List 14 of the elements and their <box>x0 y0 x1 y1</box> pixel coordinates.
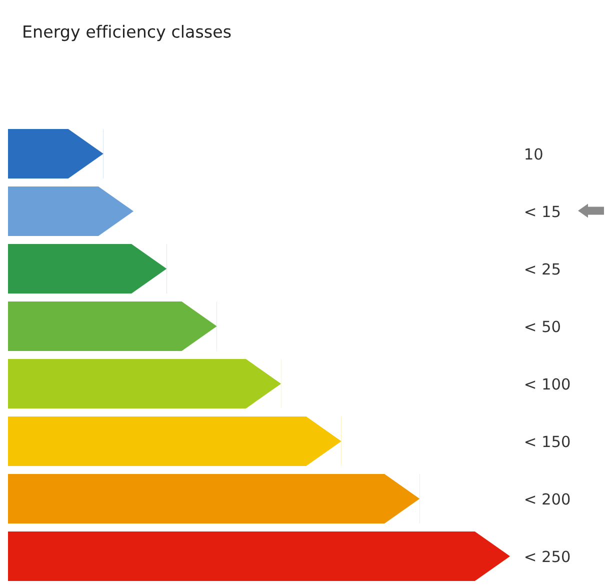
y-tick-label: < 200 <box>526 493 570 505</box>
y-tick-label: < 100 <box>526 378 570 390</box>
bar <box>8 359 282 408</box>
y-tick-label: < 15 <box>526 206 560 218</box>
bar <box>8 302 217 351</box>
chart-title: Energy efficiency classes <box>24 24 231 42</box>
y-tick-label: < 25 <box>526 263 560 275</box>
y-tick-label: < 150 <box>526 436 570 448</box>
y-tick-label: 10 <box>526 148 542 160</box>
bar <box>8 532 510 581</box>
y-tick-label: < 250 <box>526 550 570 562</box>
bar <box>8 416 342 466</box>
y-tick-label: < 50 <box>526 320 560 332</box>
bar <box>8 474 420 524</box>
